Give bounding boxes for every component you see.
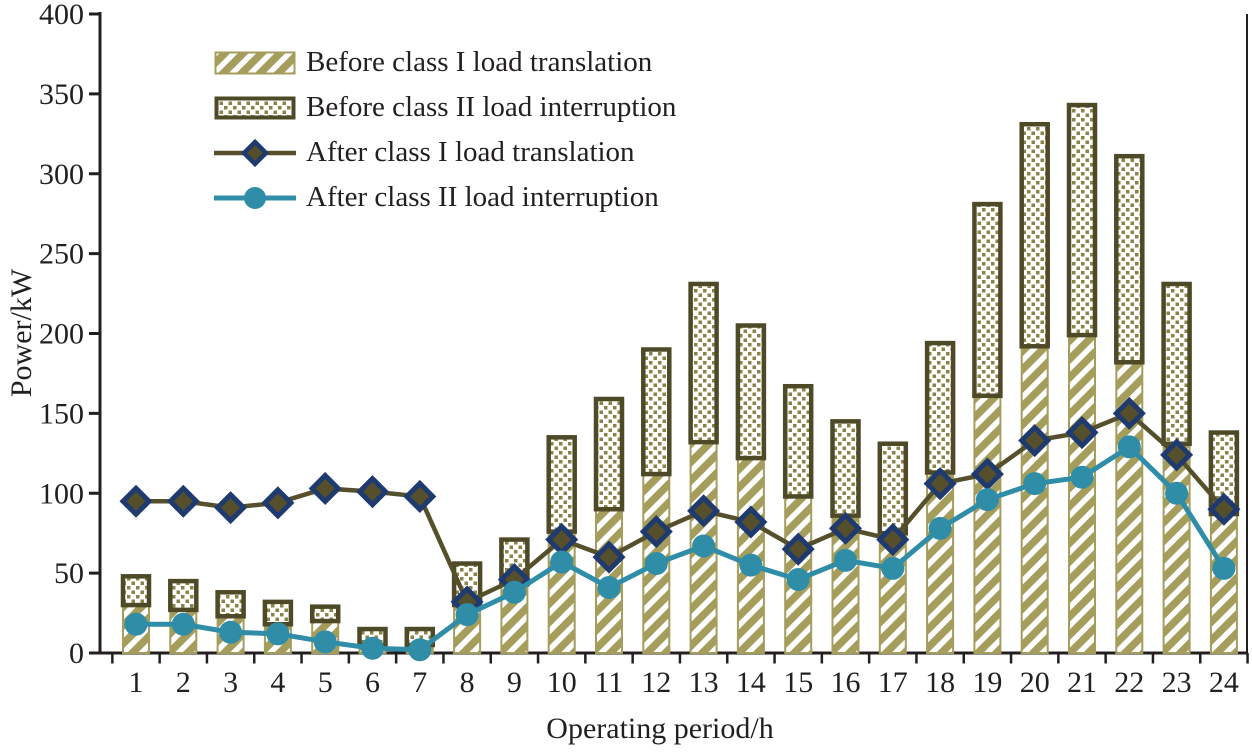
legend-swatch-diamond-line (214, 138, 296, 167)
legend-swatch-circle-line (214, 186, 296, 209)
svg-text:22: 22 (1114, 666, 1144, 699)
svg-text:250: 250 (39, 238, 84, 271)
legend-item-before-class-2: Before class II load interruption (214, 85, 676, 130)
x-axis-title: Operating period/h (546, 712, 774, 745)
legend-label: After class II load interruption (306, 181, 659, 213)
svg-text:100: 100 (39, 477, 84, 510)
svg-text:16: 16 (831, 666, 861, 699)
svg-text:150: 150 (39, 397, 84, 430)
svg-text:11: 11 (595, 666, 624, 699)
svg-text:24: 24 (1209, 666, 1239, 699)
svg-text:15: 15 (783, 666, 813, 699)
legend: Before class I load translation Before c… (214, 40, 676, 220)
svg-text:6: 6 (365, 666, 380, 699)
svg-text:7: 7 (412, 666, 427, 699)
legend-label: Before class I load translation (306, 46, 653, 78)
svg-text:9: 9 (507, 666, 522, 699)
svg-text:10: 10 (547, 666, 577, 699)
legend-label: After class I load translation (306, 136, 635, 168)
svg-text:14: 14 (736, 666, 766, 699)
svg-text:21: 21 (1067, 666, 1097, 699)
svg-text:350: 350 (39, 78, 84, 111)
legend-swatch-dotted-bar (214, 96, 296, 119)
svg-text:1: 1 (129, 666, 144, 699)
svg-text:17: 17 (878, 666, 908, 699)
svg-text:5: 5 (318, 666, 333, 699)
svg-text:18: 18 (925, 666, 955, 699)
svg-text:8: 8 (460, 666, 475, 699)
svg-text:0: 0 (69, 637, 84, 670)
legend-label: Before class II load interruption (306, 91, 677, 123)
legend-item-after-class-2: After class II load interruption (214, 175, 676, 220)
svg-text:19: 19 (972, 666, 1002, 699)
svg-text:20: 20 (1020, 666, 1050, 699)
svg-text:200: 200 (39, 318, 84, 351)
svg-text:2: 2 (176, 666, 191, 699)
legend-item-before-class-1: Before class I load translation (214, 40, 676, 85)
svg-text:13: 13 (689, 666, 719, 699)
legend-swatch-hatched-bar (214, 51, 296, 74)
svg-text:23: 23 (1162, 666, 1192, 699)
svg-text:50: 50 (54, 557, 84, 590)
svg-text:3: 3 (223, 666, 238, 699)
svg-text:4: 4 (270, 666, 285, 699)
svg-text:300: 300 (39, 158, 84, 191)
legend-item-after-class-1: After class I load translation (214, 130, 676, 175)
svg-text:400: 400 (39, 0, 84, 31)
y-axis-title: Power/kW (5, 268, 38, 398)
svg-text:12: 12 (641, 666, 671, 699)
